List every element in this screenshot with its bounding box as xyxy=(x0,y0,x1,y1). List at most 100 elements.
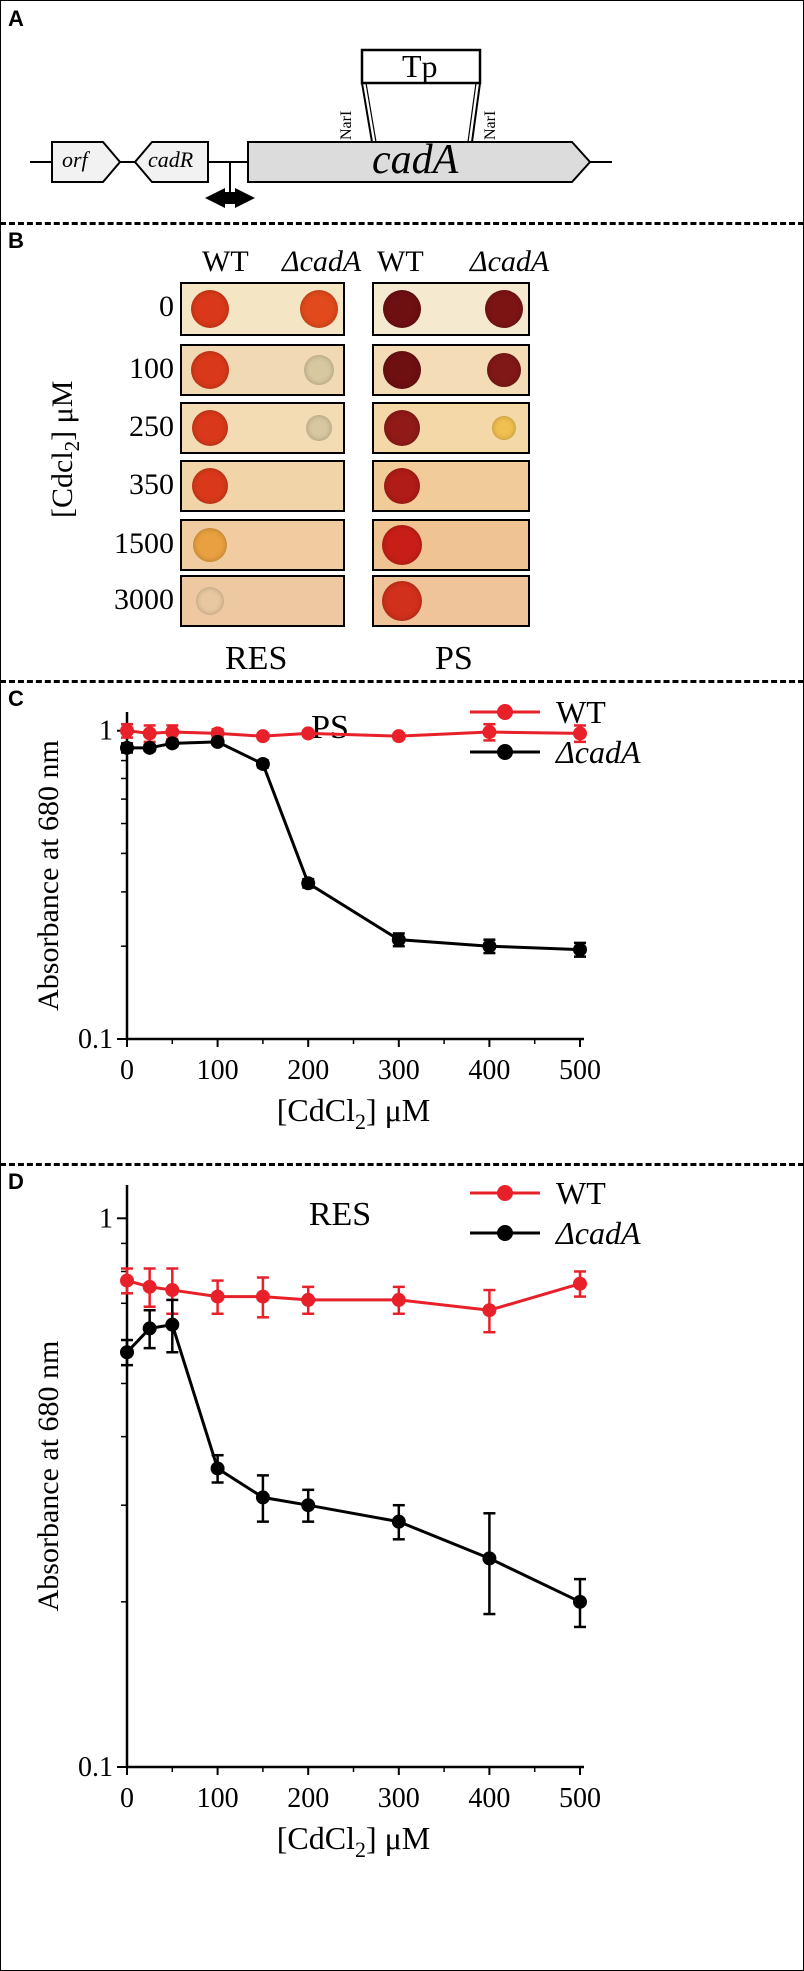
legend-marker xyxy=(497,744,513,760)
data-point xyxy=(165,1283,180,1298)
data-point xyxy=(255,756,270,771)
x-axis-label: [CdCl2] μM xyxy=(277,1820,431,1862)
chart-ps: 0 100 200 300 400 500 0.1 1 Absorbance at 680 nm… xyxy=(32,694,641,1134)
ps-label: PS xyxy=(435,640,473,677)
data-point xyxy=(391,1514,406,1529)
cadA-label: cadA xyxy=(372,137,459,183)
legend-label: ΔcadA xyxy=(554,1215,641,1251)
colony-spot xyxy=(383,289,421,328)
data-point xyxy=(391,932,406,947)
colony-spot xyxy=(196,586,224,615)
data-point xyxy=(482,725,497,740)
data-point xyxy=(120,723,134,738)
orf-label: orf xyxy=(62,147,88,172)
res-plate xyxy=(180,344,345,396)
gene-map xyxy=(30,48,612,208)
res-plate xyxy=(180,402,345,454)
data-point xyxy=(482,939,497,954)
col-mut-ps: ΔcadA xyxy=(470,245,550,278)
orf-gene xyxy=(51,141,122,183)
concentration-label: 1500 xyxy=(114,527,174,560)
data-point xyxy=(255,1490,270,1505)
chart-title: RES xyxy=(309,1196,371,1233)
data-point xyxy=(573,1594,587,1609)
data-point xyxy=(573,1276,587,1291)
x-tick-label: 100 xyxy=(197,1783,239,1814)
data-point xyxy=(210,734,225,749)
colony-spot xyxy=(492,415,516,440)
colony-spot xyxy=(192,409,228,446)
data-point xyxy=(210,1461,225,1476)
panel-a-letter: A xyxy=(8,6,24,31)
y-tick-label: 1 xyxy=(99,716,113,747)
ps-plate xyxy=(372,460,530,512)
x-tick-label: 100 xyxy=(197,1055,239,1086)
col-mut-res: ΔcadA xyxy=(282,245,362,278)
res-plate xyxy=(180,519,345,571)
promoter-arrow-left xyxy=(205,188,225,208)
chart-res: 0 100 200 300 400 500 0.1 1 Absorbance at 680 nm… xyxy=(32,1175,641,1862)
panel-d-letter: D xyxy=(8,1169,24,1194)
panel-c-letter: C xyxy=(8,686,24,711)
x-tick-label: 0 xyxy=(120,1783,134,1814)
colony-spot xyxy=(382,524,422,565)
ps-plate xyxy=(372,575,530,627)
divider-bc xyxy=(0,680,804,683)
y-tick-label: 1 xyxy=(99,1203,113,1234)
data-point xyxy=(391,729,406,744)
data-point xyxy=(482,1551,497,1566)
data-point xyxy=(120,1345,134,1360)
concentration-label: 250 xyxy=(129,410,174,443)
colony-spot xyxy=(487,352,521,387)
res-plate xyxy=(180,460,345,512)
data-point xyxy=(482,1303,497,1318)
colony-spot xyxy=(384,467,420,504)
data-point xyxy=(142,1321,157,1336)
cadR-label: cadR xyxy=(148,147,194,172)
ps-plate xyxy=(372,344,530,396)
x-tick-label: 300 xyxy=(378,1783,420,1814)
colony-spot xyxy=(383,350,421,389)
res-plate xyxy=(180,575,345,627)
legend-marker xyxy=(497,1185,513,1201)
y-axis-label: Absorbance at 680 nm xyxy=(32,1341,65,1612)
series-line xyxy=(126,1279,581,1312)
res-plate xyxy=(180,282,345,336)
data-point xyxy=(301,1498,316,1513)
data-point xyxy=(165,725,180,740)
res-label: RES xyxy=(225,640,288,677)
ps-plate xyxy=(372,282,530,336)
concentration-label: 100 xyxy=(129,352,174,385)
colony-spot xyxy=(192,467,228,504)
plate-y-label: [Cdcl2] μM xyxy=(46,380,84,518)
colony-spot xyxy=(485,289,523,328)
legend-label: WT xyxy=(556,694,606,730)
x-tick-label: 500 xyxy=(559,1055,601,1086)
data-point xyxy=(301,1292,316,1307)
legend-marker xyxy=(497,704,513,720)
col-wt-res: WT xyxy=(202,245,249,278)
data-point xyxy=(120,740,134,755)
colony-spot xyxy=(382,580,422,621)
data-point xyxy=(301,876,316,891)
legend-marker xyxy=(497,1225,513,1241)
tp-link-right xyxy=(471,82,481,143)
colony-spot xyxy=(191,350,229,389)
y-axis-label: Absorbance at 680 nm xyxy=(32,740,65,1011)
concentration-label: 3000 xyxy=(114,583,174,616)
data-point xyxy=(120,1273,134,1288)
divider-ab xyxy=(0,222,804,225)
colony-spot xyxy=(304,354,334,385)
ps-plate xyxy=(372,519,530,571)
ps-plate xyxy=(372,402,530,454)
x-tick-label: 200 xyxy=(287,1055,329,1086)
data-point xyxy=(573,942,587,957)
colony-spot xyxy=(384,409,420,446)
x-tick-label: 400 xyxy=(468,1783,510,1814)
data-point xyxy=(165,736,180,751)
x-tick-label: 200 xyxy=(287,1783,329,1814)
promoter-arrow-right xyxy=(235,188,255,208)
data-point xyxy=(142,726,157,741)
data-point xyxy=(142,740,157,755)
tp-label: Tp xyxy=(402,48,438,84)
